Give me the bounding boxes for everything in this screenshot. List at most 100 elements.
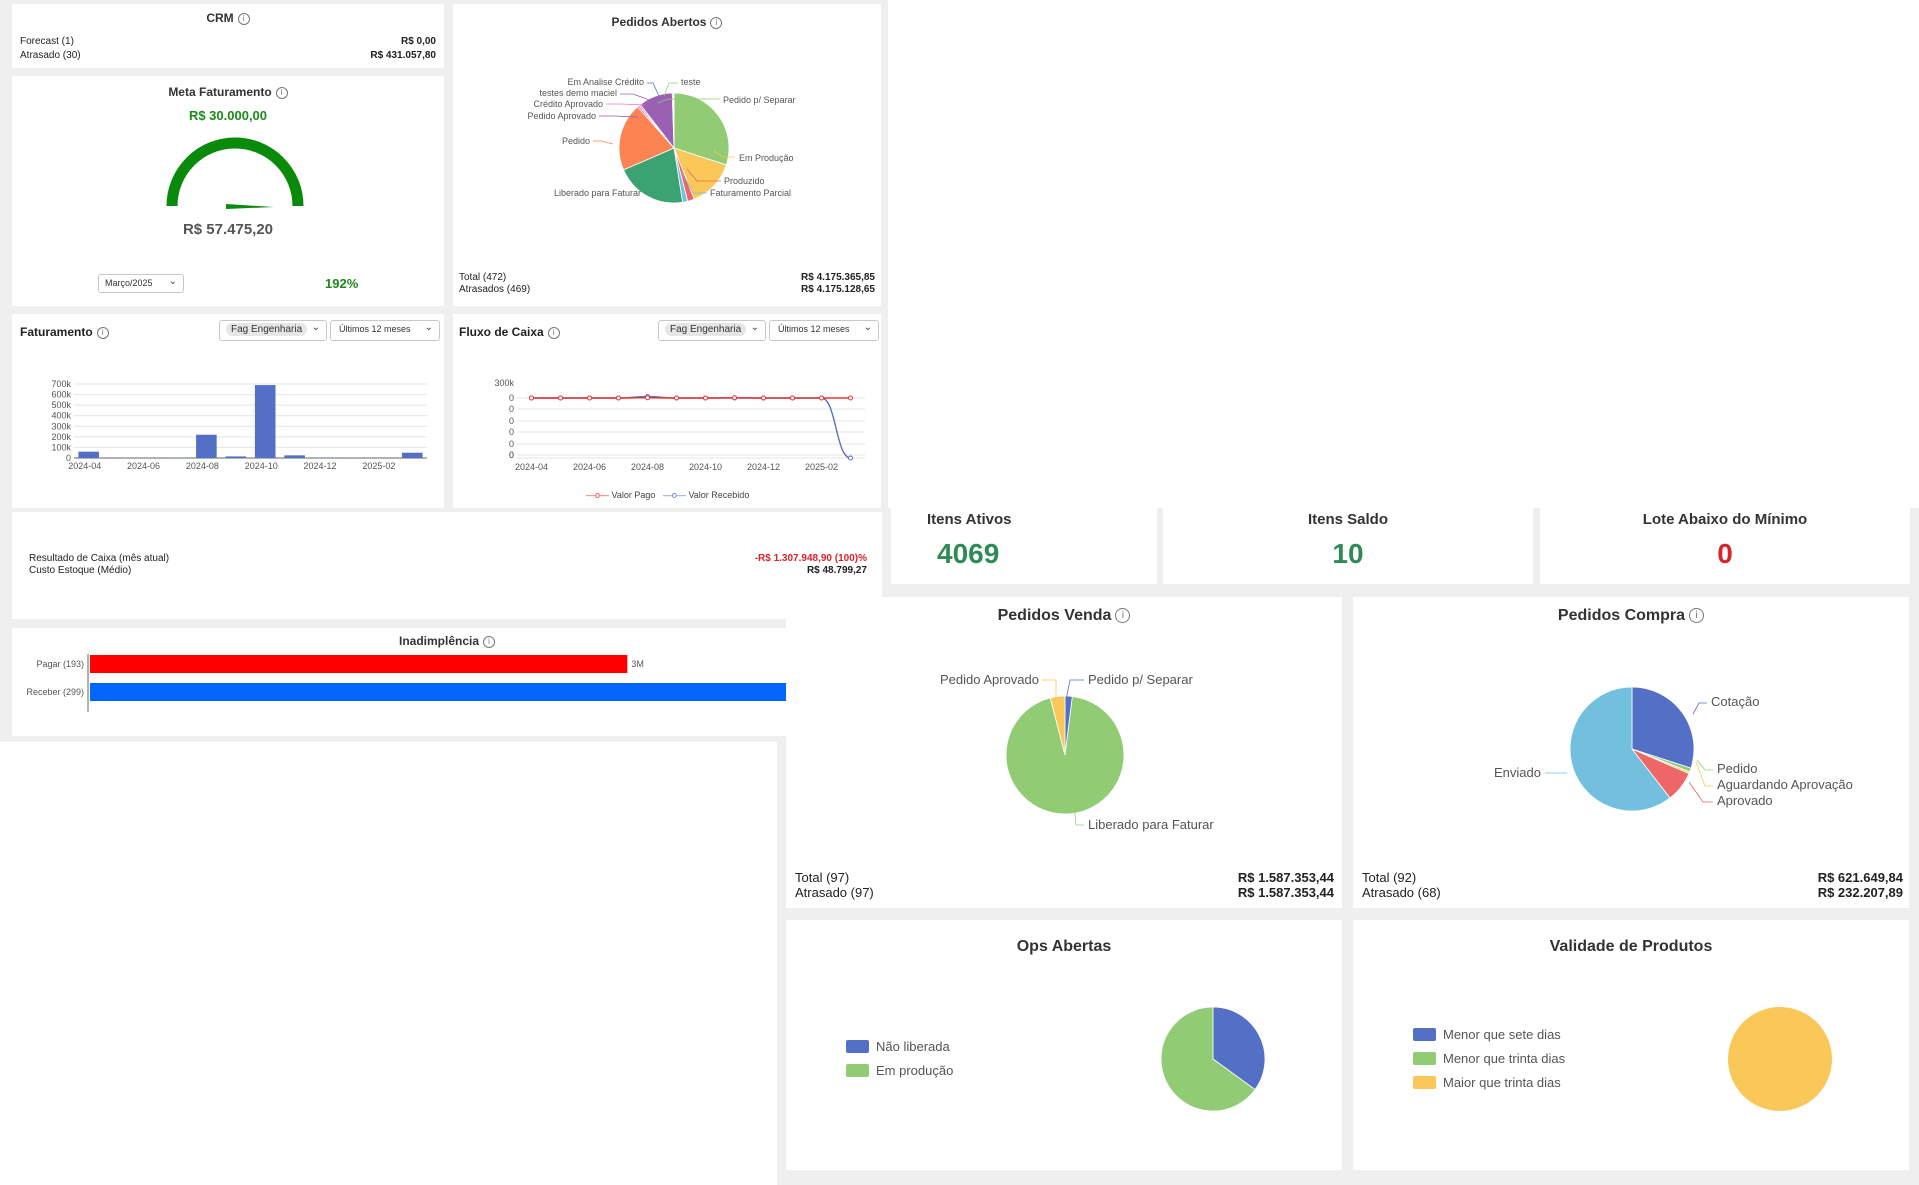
y-tick-label: 0 (509, 393, 514, 403)
legend-item-valor-recebido[interactable]: —o— Valor Recebido (662, 490, 750, 500)
leader-line (713, 150, 735, 158)
series-line (531, 395, 851, 459)
company-select[interactable]: Fag Engenharia ⌄ (219, 320, 327, 341)
leader-line (599, 115, 639, 118)
kpi-label: Lote Abaixo do Mínimo (1642, 511, 1808, 528)
pie-label: Pedido p/ Separar (1088, 672, 1193, 687)
data-point (732, 395, 737, 401)
kpi-label: Itens Saldo (1307, 511, 1389, 528)
info-icon[interactable]: i (96, 326, 109, 339)
info-icon[interactable]: i (483, 635, 496, 648)
data-point (558, 395, 563, 401)
bar (78, 451, 100, 458)
crm-row-value: R$ 431.057,80 (370, 50, 436, 61)
pedidos-venda-card: Pedidos Venda i Pedido p/ Separar Liberado… (786, 597, 1342, 908)
bar (401, 452, 423, 458)
crm-title: CRM i (12, 11, 444, 25)
pedidos-venda-pie: Pedido p/ Separar Liberado para Faturar Pe… (940, 672, 1214, 832)
footer-value: R$ 4.175.365,85 (801, 272, 875, 283)
month-select[interactable]: Março/2025 ⌄ (98, 274, 184, 293)
pie-label: Em Produção (739, 153, 794, 163)
data-point (848, 395, 853, 401)
pie-label: teste (681, 77, 701, 87)
inadimplencia-title: Inadimplência i (12, 634, 882, 648)
ops-abertas-pie: Não liberada Em produção (846, 1006, 1266, 1112)
legend-label: Maior que trinta dias (1443, 1075, 1561, 1090)
pie-slice (1212, 1006, 1266, 1091)
ops-title: Ops Abertas (1016, 938, 1112, 955)
meta-gauge (166, 137, 304, 209)
y-tick-label: 200k (51, 432, 71, 442)
meta-current: R$ 57.475,20 (182, 221, 274, 238)
chevron-down-icon: ⌄ (750, 322, 759, 333)
bar (284, 455, 305, 458)
period-select[interactable]: Últimos 12 meses ⌄ (330, 320, 440, 341)
leader-line (1695, 761, 1713, 787)
y-tick-label: 0 (509, 416, 514, 426)
x-tick-label: 2024-12 (304, 461, 337, 471)
validade-card: Validade de Produtos Menor que sete dias… (1353, 920, 1909, 1170)
info-icon[interactable]: i (275, 86, 288, 99)
data-point (529, 395, 534, 401)
leader-line (1065, 679, 1084, 701)
leader-line (1042, 679, 1057, 701)
crm-row-label: Atrasado (30) (20, 50, 81, 61)
pie-slice (672, 92, 675, 149)
data-point (616, 395, 621, 401)
legend-item-valor-pago[interactable]: —o— Valor Pago (586, 490, 656, 500)
legend-swatch (846, 1040, 869, 1053)
chevron-down-icon: ⌄ (168, 276, 177, 287)
meta-target: R$ 30.000,00 (188, 108, 268, 123)
company-select[interactable]: Fag Engenharia ⌄ (658, 320, 766, 341)
pedidos-abertos-title: Pedidos Abertos i (453, 15, 881, 29)
info-icon[interactable]: i (547, 326, 560, 339)
fluxo-title: Fluxo de Caixa i (459, 325, 560, 339)
y-tick-label: Pagar (193) (36, 659, 84, 669)
footer-value: R$ 1.587.353,44 (1237, 870, 1334, 885)
faturamento-card: Faturamento i Fag Engenharia ⌄ Últimos 12 … (12, 314, 444, 508)
period-select[interactable]: Últimos 12 meses ⌄ (769, 320, 879, 341)
pie-slice (618, 106, 675, 171)
legend-swatch (1413, 1028, 1436, 1041)
info-icon[interactable]: i (710, 16, 723, 29)
crm-row-label: Forecast (1) (20, 36, 74, 47)
legend-label: Menor que sete dias (1443, 1027, 1561, 1042)
footer-value: R$ 621.649,84 (1817, 870, 1903, 885)
pie-label: Liberado para Faturar (554, 188, 641, 198)
faturamento-title: Faturamento i (20, 325, 109, 339)
footer-label: Atrasado (97) (795, 885, 874, 900)
y-tick-label: 0 (509, 450, 514, 460)
x-tick-label: 2024-08 (186, 461, 219, 471)
chevron-down-icon: ⌄ (424, 322, 433, 333)
pie-slice (1005, 696, 1125, 815)
y-tick-label: 0 (509, 439, 514, 449)
y-tick-label: 400k (51, 411, 71, 421)
pie-label: Pedido Aprovado (527, 111, 596, 121)
info-icon[interactable]: i (1689, 608, 1705, 624)
data-point (761, 395, 766, 401)
data-point (645, 395, 650, 401)
pie-label: Aprovado (1717, 793, 1773, 808)
inadimplencia-card: Inadimplência i Pagar (193) 3M Receber (299… (12, 628, 882, 736)
info-icon[interactable]: i (237, 12, 250, 25)
footer-value: R$ 4.175.128,65 (801, 284, 875, 295)
leader-line (644, 182, 665, 194)
pedidos-venda-title: Pedidos Venda i (786, 607, 1342, 625)
y-tick-label: 600k (51, 390, 71, 400)
pie-label: Pedido (1717, 761, 1757, 776)
footer-label: Total (97) (795, 870, 850, 885)
leader-line (1070, 770, 1084, 826)
kpi-value: 4069 (937, 538, 1000, 569)
x-tick-label: 2024-10 (245, 461, 278, 471)
legend-label: Não liberada (876, 1039, 950, 1054)
legend-label: Menor que trinta dias (1443, 1051, 1566, 1066)
y-tick-label: 300k (494, 378, 514, 388)
pie-label: Enviado (1494, 765, 1541, 780)
info-icon[interactable]: i (1115, 608, 1131, 624)
leader-line (1692, 702, 1707, 715)
legend-swatch (1413, 1052, 1436, 1065)
footer-label: Total (472) (459, 272, 507, 283)
